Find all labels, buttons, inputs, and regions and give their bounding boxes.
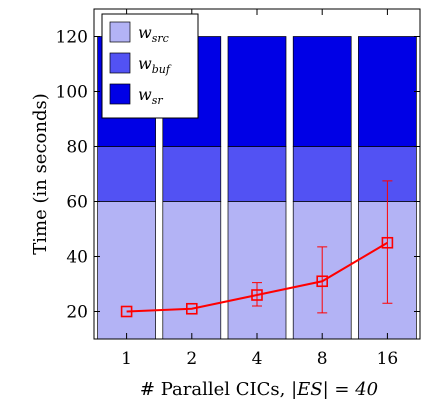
bar-w_buf-1 [97,146,156,202]
axes-group: 20 40 60 80 100 120 1 2 4 8 16 [56,9,420,369]
x-tick-label-1: 1 [121,349,132,369]
legend: wsrc wbuf wsr [101,13,199,119]
bar-w_buf-4 [227,146,287,202]
bar-w_src-4 [227,201,287,340]
y-tick-label-80: 80 [66,138,88,158]
bar-w_buf-2 [162,146,222,202]
data-point-2 [186,302,198,315]
y-tick-label-20: 20 [66,303,88,323]
data-point-1 [120,305,133,318]
bar-w_src-1 [97,201,156,340]
x-tick-label-2: 2 [186,349,197,369]
x-tick-label-4: 4 [252,349,263,369]
line-group [120,180,394,318]
legend-swatch-w_sr [109,83,131,105]
legend-label-w_sr: wsr [138,85,163,107]
x-tick-label-16: 16 [377,349,399,369]
legend-swatch-w_buf [109,52,131,74]
y-tick-label-100: 100 [56,83,88,103]
legend-swatch-w_src [109,21,131,43]
y-axis-label: Time (in seconds) [30,93,51,254]
bar-w_sr-16 [358,36,417,147]
y-tick-label-120: 120 [56,28,88,48]
x-axis-label: # Parallel CICs, |ES| = 40 [140,379,378,400]
bar-w_sr-8 [292,36,352,147]
x-tick-label-8: 8 [317,349,328,369]
data-point-16 [381,236,394,249]
data-point-8 [316,275,329,288]
bar-w_buf-8 [292,146,352,202]
bar-w_sr-4 [227,36,287,147]
y-tick-label-40: 40 [66,248,88,268]
data-point-4 [251,289,263,301]
legend-label-w_buf: wbuf [138,54,172,76]
legend-label-w_src: wsrc [138,23,169,45]
y-tick-label-60: 60 [66,193,88,213]
bar-w_src-2 [162,201,222,340]
